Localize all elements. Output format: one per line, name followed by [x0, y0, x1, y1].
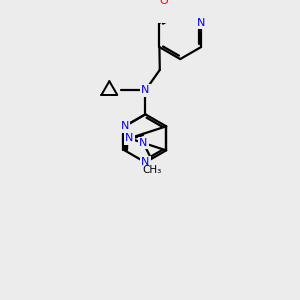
- Text: N: N: [125, 133, 134, 143]
- Text: N: N: [141, 158, 150, 167]
- Text: CH₃: CH₃: [142, 165, 161, 175]
- Text: N: N: [141, 85, 150, 95]
- Text: N: N: [139, 138, 148, 148]
- Text: N: N: [120, 121, 129, 131]
- Text: O: O: [159, 0, 168, 6]
- Text: N: N: [197, 18, 205, 28]
